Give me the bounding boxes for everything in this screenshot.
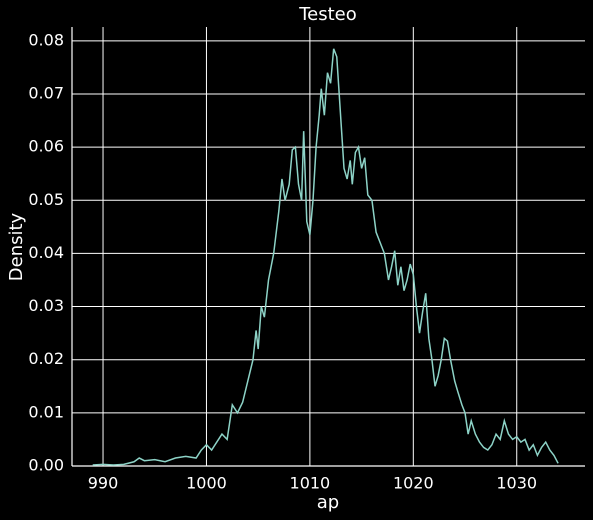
y-tick-label: 0.02 [28, 349, 64, 368]
x-tick-label: 1030 [496, 474, 537, 493]
y-axis-label: Density [6, 212, 27, 281]
x-tick-label: 1020 [393, 474, 434, 493]
x-axis-label: ap [317, 492, 339, 513]
y-tick-label: 0.03 [28, 296, 64, 315]
x-tick-label: 1010 [290, 474, 331, 493]
density-line [92, 48, 559, 466]
chart-title: Testeo [298, 4, 357, 25]
y-tick-label: 0.05 [28, 190, 64, 209]
y-tick-label: 0.00 [28, 456, 64, 475]
y-tick-label: 0.01 [28, 402, 64, 421]
y-tick-label: 0.06 [28, 137, 64, 156]
y-tick-label: 0.08 [28, 30, 64, 49]
x-tick-label: 990 [88, 474, 119, 493]
y-tick-label: 0.07 [28, 83, 64, 102]
y-tick-label: 0.04 [28, 243, 64, 262]
x-tick-label: 1000 [186, 474, 227, 493]
